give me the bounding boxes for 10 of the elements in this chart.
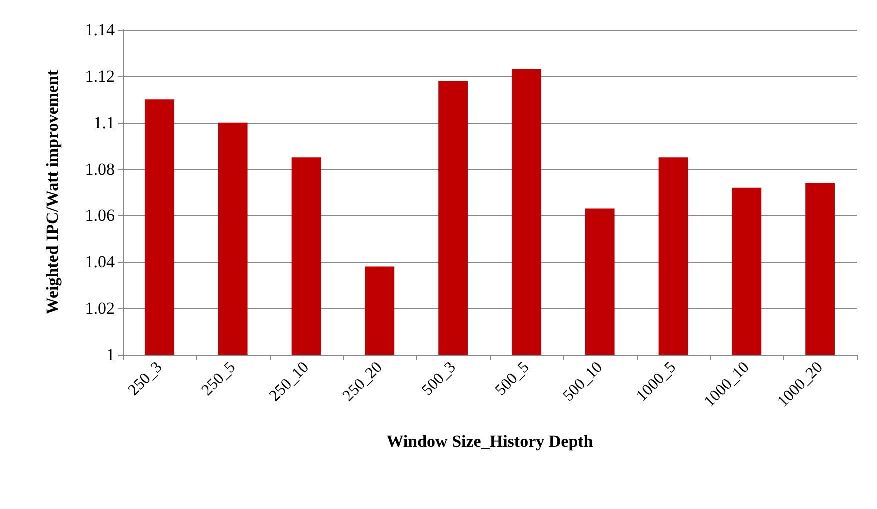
- y-axis-title: Weighted IPC/Watt improvement: [43, 70, 62, 315]
- y-tick-label: 1.1: [94, 113, 115, 132]
- y-tick-label: 1.08: [85, 160, 115, 179]
- x-axis-title: Window Size_History Depth: [386, 432, 594, 451]
- y-tick-label: 1.06: [85, 206, 115, 226]
- y-tick-label: 1.04: [85, 252, 116, 272]
- y-tick-label: 1: [106, 346, 115, 364]
- y-tick-label: 1.12: [85, 66, 115, 86]
- y-tick-label: 1.02: [85, 299, 115, 318]
- y-tick-label: 1.14: [85, 20, 116, 40]
